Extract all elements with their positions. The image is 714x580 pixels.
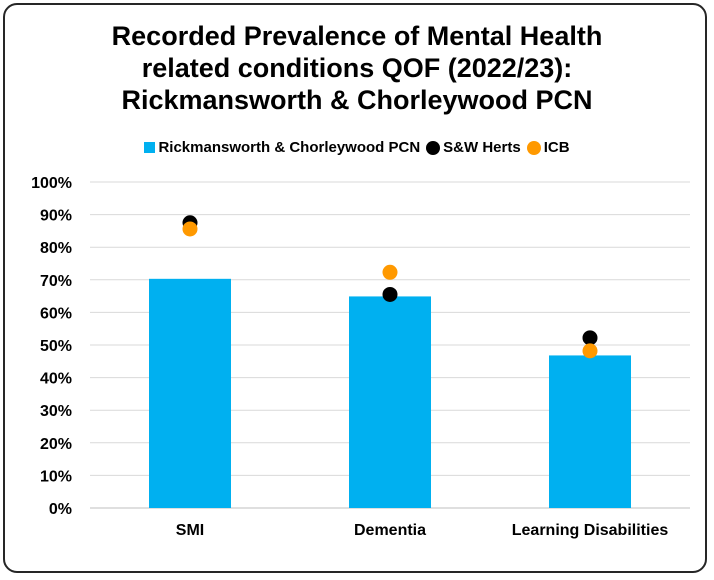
y-axis-ticks: 0% 10% 20% 30% 40% 50% 60% 70% 80% 90% 100%: [31, 175, 72, 518]
y-tick-label: 30%: [40, 403, 72, 420]
legend-item-sw-herts: S&W Herts: [426, 139, 521, 156]
legend-label-icb: ICB: [543, 139, 570, 156]
y-tick-label: 20%: [40, 436, 72, 453]
legend-marker-pcn: [144, 142, 156, 153]
marker-sw-herts-learning-disabilities: [582, 330, 598, 346]
chart-title: Recorded Prevalence of Mental Health rel…: [0, 20, 714, 116]
chart-title-line-2: related conditions QOF (2022/23):: [141, 53, 573, 83]
x-axis-labels: SMI Dementia Learning Disabilities: [176, 522, 669, 539]
y-tick-label: 0%: [49, 501, 72, 518]
legend-item-icb: ICB: [526, 139, 570, 156]
chart-legend: Rickmansworth & Chorleywood PCN S&W Hert…: [0, 139, 714, 156]
x-tick-label: SMI: [176, 522, 204, 539]
y-tick-label: 80%: [40, 240, 72, 257]
marker-icb-smi: [182, 221, 198, 237]
legend-marker-icb: [526, 140, 541, 155]
legend-label-sw-herts: S&W Herts: [443, 139, 521, 156]
marker-icb-learning-disabilities: [582, 343, 598, 359]
bar-learning-disabilities: [549, 355, 631, 508]
marker-icb-dementia: [382, 264, 398, 280]
y-tick-label: 60%: [40, 305, 72, 322]
y-tick-label: 10%: [40, 468, 72, 485]
bars: [149, 278, 631, 508]
x-tick-label: Learning Disabilities: [512, 522, 669, 539]
y-tick-label: 70%: [40, 273, 72, 290]
bar-smi: [149, 278, 231, 508]
marker-sw-herts-dementia: [382, 286, 398, 302]
legend-label-pcn: Rickmansworth & Chorleywood PCN: [158, 139, 421, 156]
y-tick-label: 40%: [40, 371, 72, 388]
legend-item-pcn: Rickmansworth & Chorleywood PCN: [144, 139, 420, 156]
chart-title-line-3: Rickmansworth & Chorleywood PCN: [121, 85, 593, 115]
y-tick-label: 100%: [31, 175, 72, 192]
bar-dementia: [349, 296, 431, 508]
chart-title-line-1: Recorded Prevalence of Mental Health: [111, 21, 603, 51]
y-tick-label: 90%: [40, 208, 72, 225]
markers: [182, 215, 598, 359]
y-tick-label: 50%: [40, 338, 72, 355]
legend-marker-sw-herts: [426, 140, 441, 155]
x-tick-label: Dementia: [354, 522, 426, 539]
